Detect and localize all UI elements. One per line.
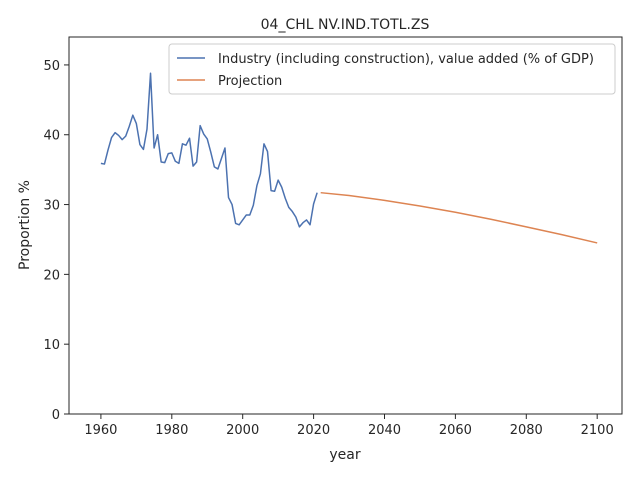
y-tick-label: 0: [52, 408, 60, 423]
x-tick-label: 2020: [297, 423, 330, 438]
legend: Industry (including construction), value…: [168, 43, 616, 95]
x-axis-title: year: [329, 447, 360, 463]
x-tick-label: 2000: [226, 423, 259, 438]
plot-frame: [68, 36, 623, 415]
y-tick-label: 20: [43, 268, 60, 283]
chart-title: 04_CHL NV.IND.TOTL.ZS: [261, 17, 430, 33]
x-axis: 1960 1980 2000 2020 2040 2060 2080 2100: [84, 414, 614, 438]
y-axis-title: Proportion %: [17, 180, 33, 270]
x-tick-label: 2080: [510, 423, 543, 438]
series-line-0: [100, 72, 318, 228]
legend-label-0: Industry (including construction), value…: [218, 52, 594, 67]
legend-box: [168, 43, 616, 95]
x-tick-label: 2060: [439, 423, 472, 438]
plot-area: [68, 36, 623, 415]
y-tick-label: 40: [43, 129, 60, 144]
x-tick-label: 1980: [155, 423, 188, 438]
y-tick-label: 10: [43, 338, 60, 353]
x-tick-label: 1960: [84, 423, 117, 438]
y-tick-label: 30: [43, 199, 60, 214]
x-tick-label: 2100: [581, 423, 614, 438]
x-tick-label: 2040: [368, 423, 401, 438]
y-tick-label: 50: [43, 59, 60, 74]
series-line-1: [320, 191, 598, 244]
legend-label-1: Projection: [218, 74, 282, 89]
y-axis: 0 10 20 30 40 50: [43, 59, 69, 423]
